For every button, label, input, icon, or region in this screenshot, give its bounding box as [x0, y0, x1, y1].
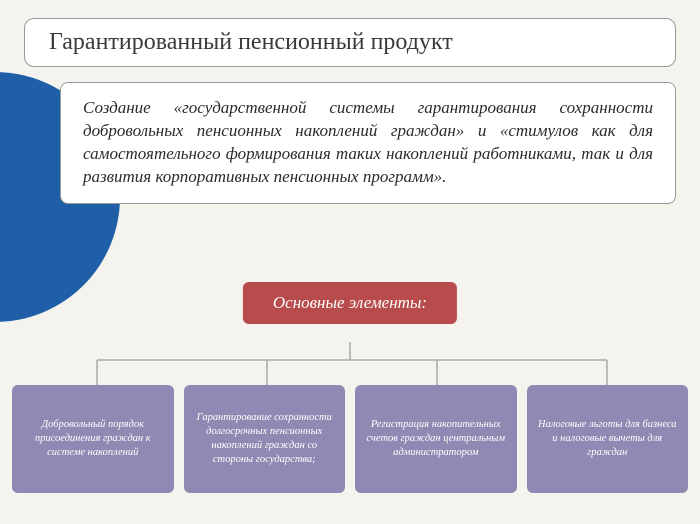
element-box-2: Гарантирование сохранности долгосрочных … [184, 385, 346, 493]
page-title: Гарантированный пенсионный продукт [49, 29, 651, 56]
element-box-1: Добровольный порядок присоединения гражд… [12, 385, 174, 493]
element-box-3: Регистрация накопительных счетов граждан… [355, 385, 517, 493]
description-text: Создание «государственной системы гарант… [83, 97, 653, 189]
main-elements-node: Основные элементы: [243, 282, 457, 324]
description-container: Создание «государственной системы гарант… [60, 82, 676, 204]
element-box-4: Налоговые льготы для бизнеса и налоговые… [527, 385, 689, 493]
title-container: Гарантированный пенсионный продукт [24, 18, 676, 67]
elements-row: Добровольный порядок присоединения гражд… [12, 385, 688, 493]
